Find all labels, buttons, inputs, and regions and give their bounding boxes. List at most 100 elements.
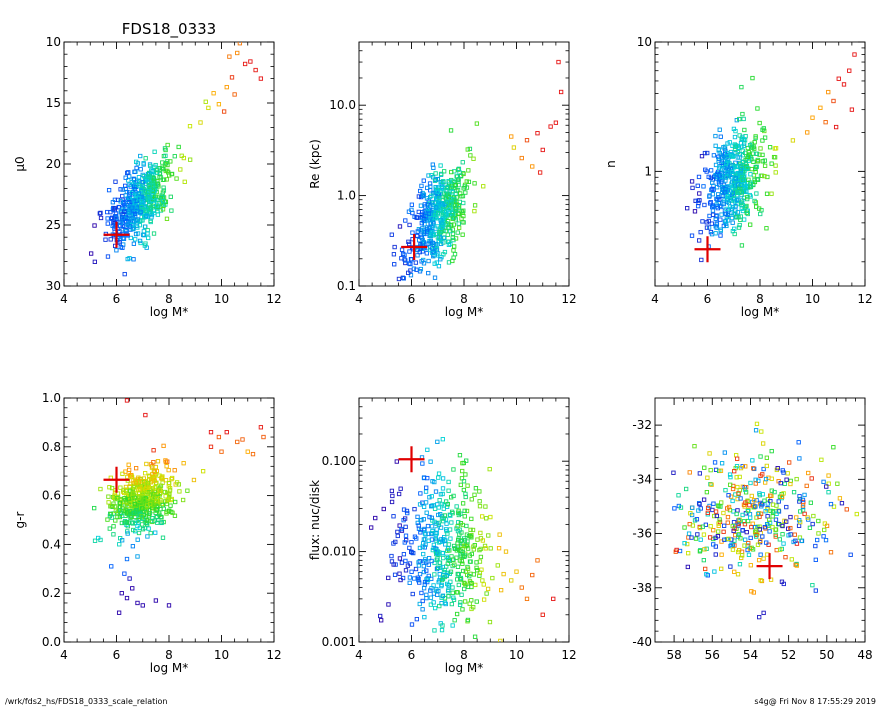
data-point [450, 231, 456, 237]
data-point [408, 273, 414, 278]
data-point [727, 140, 732, 145]
data-point [139, 199, 144, 204]
data-point [117, 240, 122, 245]
data-point [121, 236, 127, 242]
data-point [737, 133, 742, 138]
data-point [401, 507, 407, 512]
data-point [758, 211, 763, 217]
data-point [776, 499, 781, 504]
data-point [794, 515, 799, 520]
data-point [451, 493, 456, 499]
data-point [733, 176, 739, 181]
data-point [487, 466, 492, 472]
data-point [449, 184, 455, 189]
data-point [461, 220, 466, 225]
data-point [540, 147, 545, 153]
data-point [408, 261, 413, 267]
data-point [456, 204, 462, 209]
data-point [415, 233, 420, 239]
data-point [704, 490, 710, 495]
data-point [141, 501, 146, 506]
y-tick-label: 10 [46, 35, 61, 49]
data-point [117, 542, 122, 547]
data-point [753, 534, 759, 539]
data-point [434, 253, 439, 258]
data-point [393, 539, 398, 545]
data-point [748, 222, 753, 227]
data-point [149, 465, 155, 470]
data-point [839, 501, 845, 506]
data-point [509, 134, 514, 139]
panel-4: 4 6 8 10 12 0.0 0.2 0.4 0.6 0.8 1.0 log M* g-r [13, 391, 282, 675]
data-point [742, 127, 747, 133]
data-point [483, 504, 488, 509]
data-point [113, 211, 119, 216]
data-point [697, 549, 703, 554]
data-point [823, 537, 829, 543]
data-point [442, 513, 447, 518]
data-point [735, 484, 740, 490]
data-point [409, 622, 415, 627]
data-point [469, 581, 474, 586]
data-point [469, 584, 474, 590]
data-point [405, 563, 411, 568]
data-point [695, 532, 700, 537]
x-tick-label: 8 [460, 292, 468, 306]
data-point [459, 592, 464, 597]
data-point [765, 514, 770, 519]
y-tick-label: -38 [632, 581, 652, 595]
data-point [435, 439, 440, 444]
x-tick-label: 4 [60, 648, 68, 662]
data-point [200, 469, 206, 474]
data-point [152, 149, 157, 154]
data-point [155, 182, 161, 187]
data-point [702, 150, 708, 156]
data-point [737, 170, 743, 176]
data-point [471, 156, 476, 161]
data-point [155, 520, 160, 525]
data-point [831, 445, 836, 450]
data-point [758, 173, 764, 178]
data-point [470, 527, 476, 533]
data-point [736, 145, 741, 151]
data-point [736, 225, 742, 230]
data-point [738, 214, 743, 219]
data-point [837, 496, 843, 501]
data-point [146, 177, 151, 182]
data-point [418, 530, 423, 535]
data-point [710, 212, 716, 217]
data-point [480, 578, 485, 583]
data-point [696, 200, 701, 206]
data-point [403, 558, 408, 564]
data-point [407, 241, 412, 247]
data-point [735, 572, 741, 577]
data-point [794, 563, 799, 568]
data-point [739, 555, 744, 561]
data-point [728, 564, 733, 569]
data-point [450, 227, 456, 232]
data-point [467, 146, 473, 152]
data-point [769, 191, 774, 196]
data-point [433, 533, 438, 539]
data-point [710, 180, 715, 185]
data-point [409, 202, 415, 207]
data-point [762, 135, 768, 140]
data-point [757, 614, 762, 620]
data-point [92, 259, 98, 264]
data-point [471, 544, 476, 549]
data-point [724, 150, 730, 156]
data-point [736, 532, 741, 537]
data-point [400, 275, 406, 280]
data-point [441, 503, 446, 508]
data-point [713, 133, 718, 139]
data-point [440, 476, 446, 481]
data-point [402, 540, 407, 545]
data-point [455, 564, 461, 569]
data-point [749, 545, 754, 550]
plot-frame [654, 41, 866, 287]
data-point [437, 603, 442, 609]
data-point [794, 476, 799, 482]
data-point [129, 180, 134, 185]
data-point [777, 537, 782, 542]
data-point [693, 536, 699, 541]
